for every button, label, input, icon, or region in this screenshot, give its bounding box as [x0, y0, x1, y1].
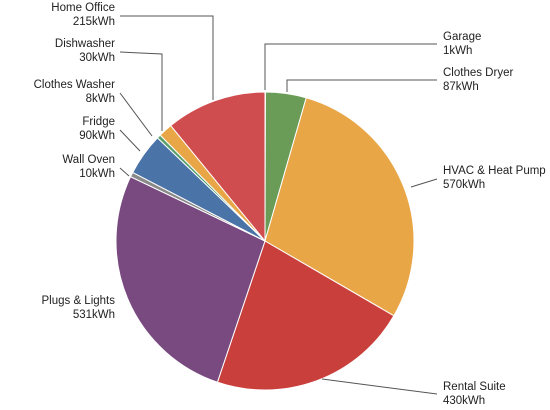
leader-line-clothes-dryer [286, 79, 437, 92]
pie-slice-hvac-and-heat-pump [264, 97, 415, 317]
pie-slice-rental-suite [216, 240, 395, 391]
labels-layer: Garage 1kWh Clothes Dryer 87kWh HVAC & Heat … [34, 2, 546, 407]
slice-value-plugs-and-lights: 531kWh [73, 309, 115, 321]
leader-line-fridge [119, 129, 141, 152]
pie-slice-plugs-and-lights [115, 176, 266, 383]
slice-value-wall-oven: 10kWh [79, 168, 115, 180]
slice-label-clothes-washer: Clothes Washer [34, 79, 116, 91]
slices-layer [115, 91, 415, 391]
leader-line-dishwasher [119, 51, 163, 131]
slice-label-rental-suite: Rental Suite [443, 381, 506, 393]
slice-label-hvac-and-heat-pump: HVAC & Heat Pump [443, 165, 546, 177]
leader-line-rental-suite [321, 378, 438, 395]
leader-line-hvac-and-heat-pump [410, 178, 438, 188]
slice-value-clothes-washer: 8kWh [86, 93, 115, 105]
slice-value-dishwasher: 30kWh [79, 52, 115, 64]
leaders-layer [119, 15, 438, 395]
slice-value-hvac-and-heat-pump: 570kWh [443, 179, 485, 191]
leader-line-garage [264, 43, 437, 90]
leader-line-clothes-washer [119, 92, 153, 137]
slice-label-dishwasher: Dishwasher [55, 38, 115, 50]
slice-value-fridge: 90kWh [79, 130, 115, 142]
pie-slice-home-office [170, 91, 266, 243]
slice-label-wall-oven: Wall Oven [62, 154, 115, 166]
slice-label-home-office: Home Office [51, 2, 115, 14]
slice-value-rental-suite: 430kWh [443, 395, 485, 407]
slice-label-clothes-dryer: Clothes Dryer [443, 67, 513, 79]
leader-line-home-office [120, 15, 214, 100]
slice-label-fridge: Fridge [82, 116, 115, 128]
slice-value-clothes-dryer: 87kWh [443, 81, 479, 93]
slice-value-home-office: 215kWh [73, 16, 115, 28]
slice-label-garage: Garage [443, 31, 481, 43]
slice-label-plugs-and-lights: Plugs & Lights [41, 295, 115, 307]
leader-line-wall-oven [119, 167, 130, 177]
slice-value-garage: 1kWh [443, 45, 472, 57]
